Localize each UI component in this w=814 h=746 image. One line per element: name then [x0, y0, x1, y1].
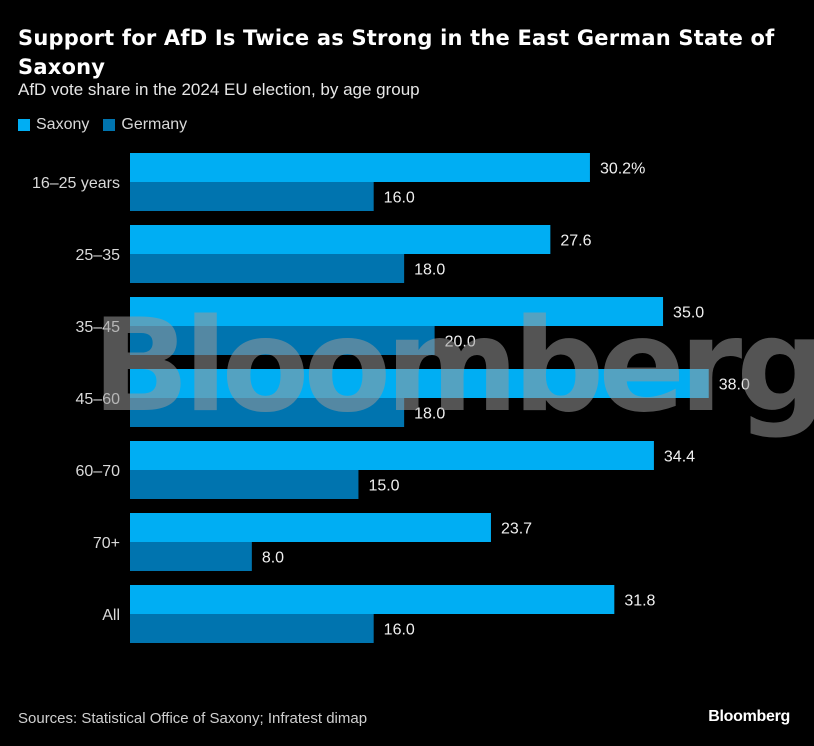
category-label: All — [102, 607, 120, 624]
value-label-saxony: 31.8 — [624, 593, 655, 610]
category-label: 16–25 years — [32, 175, 120, 192]
legend-swatch-germany — [103, 119, 116, 131]
labels-layer: 16–25 years 30.2% 16.0 25–35 27.6 18.0 35–45 35… — [32, 161, 750, 639]
source-note: Sources: Statistical Office of Saxony; I… — [18, 710, 368, 727]
legend: Saxony Germany — [18, 116, 201, 134]
value-label-germany: 20.0 — [445, 334, 476, 351]
chart-title: Support for AfD Is Twice as Strong in th… — [18, 26, 775, 79]
value-label-germany: 18.0 — [414, 262, 445, 279]
bar-germany — [130, 614, 374, 643]
value-label-saxony: 23.7 — [501, 521, 532, 538]
value-label-saxony: 38.0 — [719, 377, 750, 394]
value-label-germany: 16.0 — [384, 622, 415, 639]
legend-label-germany: Germany — [121, 116, 188, 133]
bar-germany — [130, 470, 359, 499]
chart-subtitle: AfD vote share in the 2024 EU election, … — [18, 80, 420, 99]
bar-saxony — [130, 585, 615, 614]
bars-layer — [130, 153, 709, 643]
bar-germany — [130, 542, 252, 571]
value-label-saxony: 34.4 — [664, 449, 695, 466]
legend-item-saxony: Saxony — [18, 116, 89, 134]
category-label: 25–35 — [76, 247, 121, 264]
value-label-germany: 15.0 — [368, 478, 399, 495]
category-label: 35–45 — [76, 319, 121, 336]
value-label-germany: 16.0 — [384, 190, 415, 207]
bar-germany — [130, 326, 435, 355]
bar-germany — [130, 182, 374, 211]
bar-saxony — [130, 153, 590, 182]
value-label-saxony: 30.2% — [600, 161, 645, 178]
legend-swatch-saxony — [18, 119, 30, 131]
value-label-saxony: 27.6 — [560, 233, 591, 250]
legend-label-saxony: Saxony — [36, 116, 90, 133]
bar-saxony — [130, 513, 491, 542]
bar-germany — [130, 254, 405, 283]
bloomberg-watermark: Bloomberg — [92, 292, 814, 441]
value-label-germany: 8.0 — [262, 550, 284, 567]
category-label: 70+ — [93, 535, 120, 552]
value-label-saxony: 35.0 — [673, 305, 704, 322]
bar-saxony — [130, 225, 551, 254]
legend-item-germany: Germany — [103, 116, 187, 134]
bar-saxony — [130, 297, 664, 326]
value-label-germany: 18.0 — [414, 406, 445, 423]
category-label: 60–70 — [76, 463, 121, 480]
bar-saxony — [130, 369, 709, 398]
bar-saxony — [130, 441, 654, 470]
category-label: 45–60 — [76, 391, 121, 408]
bloomberg-logo: Bloomberg — [708, 708, 790, 725]
bar-germany — [130, 398, 405, 427]
